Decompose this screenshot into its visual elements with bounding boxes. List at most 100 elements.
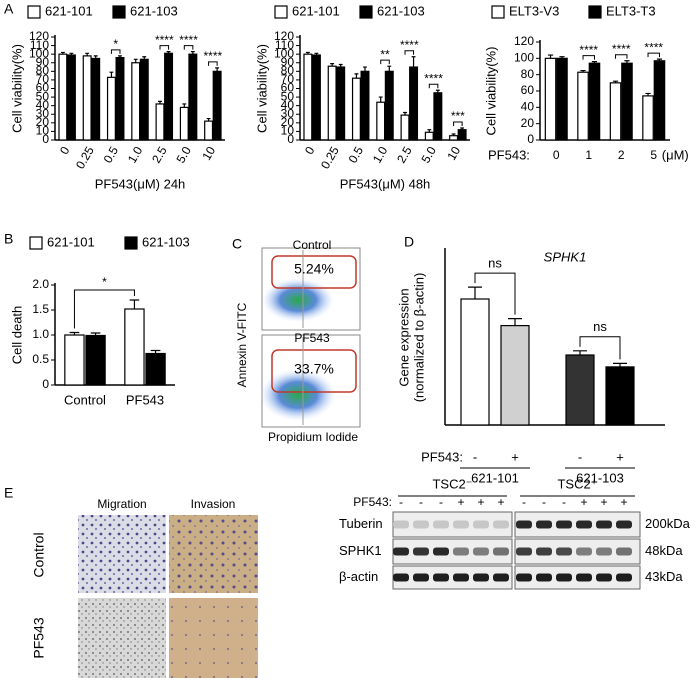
- legend-swatch: [359, 5, 373, 19]
- x-tick-label: 0: [553, 148, 560, 162]
- blot-band: [516, 520, 532, 529]
- error-bar: [435, 89, 440, 93]
- error-bar: [645, 92, 651, 96]
- bar: [66, 54, 76, 141]
- error-bar: [90, 332, 101, 336]
- bar: [449, 135, 459, 141]
- y-tick-label: 0: [527, 132, 534, 146]
- x-tick-label: 0.5: [101, 144, 122, 166]
- bar: [311, 54, 321, 141]
- panel-label: A: [4, 1, 14, 17]
- x-tick-label: 5.0: [418, 144, 439, 166]
- x-tick-label: Control: [64, 392, 106, 407]
- bar: [115, 56, 125, 141]
- bar: [303, 53, 313, 141]
- bar: [212, 70, 222, 141]
- x-tick-label: 0.25: [73, 144, 97, 172]
- significance: ****: [400, 38, 419, 52]
- x-tick-label: 1.0: [370, 144, 391, 166]
- bar: [106, 76, 116, 141]
- bar: [653, 60, 666, 141]
- y-tick-label: 30: [36, 106, 50, 120]
- blot-band: [516, 547, 532, 556]
- micrograph: [78, 515, 166, 593]
- error-bar: [427, 129, 432, 133]
- legend-label: 621-103: [377, 3, 425, 18]
- x-tick-label: PF543: [126, 392, 164, 407]
- error-bar: [451, 133, 456, 136]
- bar: [556, 57, 568, 141]
- significance: ****: [204, 49, 223, 63]
- error-bar: [363, 66, 367, 72]
- blot-band: [393, 573, 409, 582]
- error-bar: [69, 52, 74, 56]
- significance: ***: [451, 109, 465, 123]
- blot-panel: [392, 538, 513, 565]
- bar: [433, 92, 443, 141]
- micrograph: [78, 598, 166, 678]
- y-tick-label: 50: [281, 89, 295, 103]
- bar: [139, 58, 149, 141]
- error-bar: [624, 60, 630, 64]
- panel-label: C: [232, 236, 242, 252]
- blot-band: [576, 520, 592, 529]
- y-tick-label: 90: [36, 55, 50, 69]
- micrographs: Migration Invasion Control PF543: [31, 497, 258, 678]
- flow-panel: Control 5.24% PF543 33.7% Annexin V-FITC…: [235, 238, 361, 444]
- bracket: [579, 336, 621, 360]
- y-axis-label: Cell viability(%): [254, 44, 269, 133]
- error-bar: [330, 63, 335, 67]
- error-bar: [656, 58, 663, 61]
- error-bar: [612, 80, 619, 83]
- protein-label: SPHK1: [339, 543, 382, 558]
- x-tick-label: 0: [302, 144, 318, 157]
- blot-band: [616, 520, 632, 529]
- row-label: PF543:: [353, 495, 392, 509]
- legend-swatch: [491, 5, 505, 19]
- bar: [565, 354, 595, 426]
- y-tick-label: 30: [281, 106, 295, 120]
- blot-band: [556, 573, 572, 582]
- treatment-label: -: [578, 449, 582, 464]
- y-tick-label: 100: [514, 51, 534, 65]
- x-tick-label: 5.0: [173, 144, 194, 166]
- bar: [124, 308, 145, 386]
- legend-swatch: [29, 236, 43, 250]
- y-tick-label: 10: [281, 124, 295, 138]
- treatment-label: -: [473, 449, 477, 464]
- bracket: [582, 55, 595, 60]
- y-tick-label: 1.5: [32, 302, 49, 316]
- x-tick-label: 10: [199, 144, 218, 163]
- treatment-label: +: [511, 449, 519, 464]
- treatment-label: -: [542, 495, 546, 509]
- flow-cells: [260, 369, 336, 421]
- y-tick-label: 2.0: [32, 277, 49, 291]
- error-bar: [378, 96, 383, 103]
- y-tick-label: 80: [36, 64, 50, 78]
- blot-band: [473, 547, 489, 556]
- error-bar: [129, 299, 140, 309]
- y-tick-label: 120: [514, 34, 534, 48]
- y-tick-label: 20: [521, 116, 535, 130]
- blot-band: [393, 547, 409, 556]
- y-tick-label: 50: [36, 89, 50, 103]
- blot-band: [556, 520, 572, 529]
- chart-title: SPHK1: [544, 249, 587, 264]
- y-tick-label: 70: [281, 72, 295, 86]
- blot-band: [413, 547, 429, 556]
- error-bar: [547, 54, 554, 59]
- legend-swatch: [124, 236, 138, 250]
- bar: [588, 62, 601, 141]
- bar: [327, 65, 337, 141]
- x-tick-label: 5: [650, 148, 657, 162]
- error-bar: [118, 55, 122, 58]
- flow-percent: 33.7%: [294, 361, 334, 377]
- panel-label: D: [404, 234, 414, 250]
- x-suffix: (μM): [662, 147, 689, 162]
- y-tick-label: 40: [281, 98, 295, 112]
- significance: *: [113, 37, 118, 51]
- bar: [400, 114, 410, 141]
- protein-label: Tuberin: [339, 516, 383, 531]
- bracket: [474, 272, 516, 315]
- bracket: [380, 59, 390, 65]
